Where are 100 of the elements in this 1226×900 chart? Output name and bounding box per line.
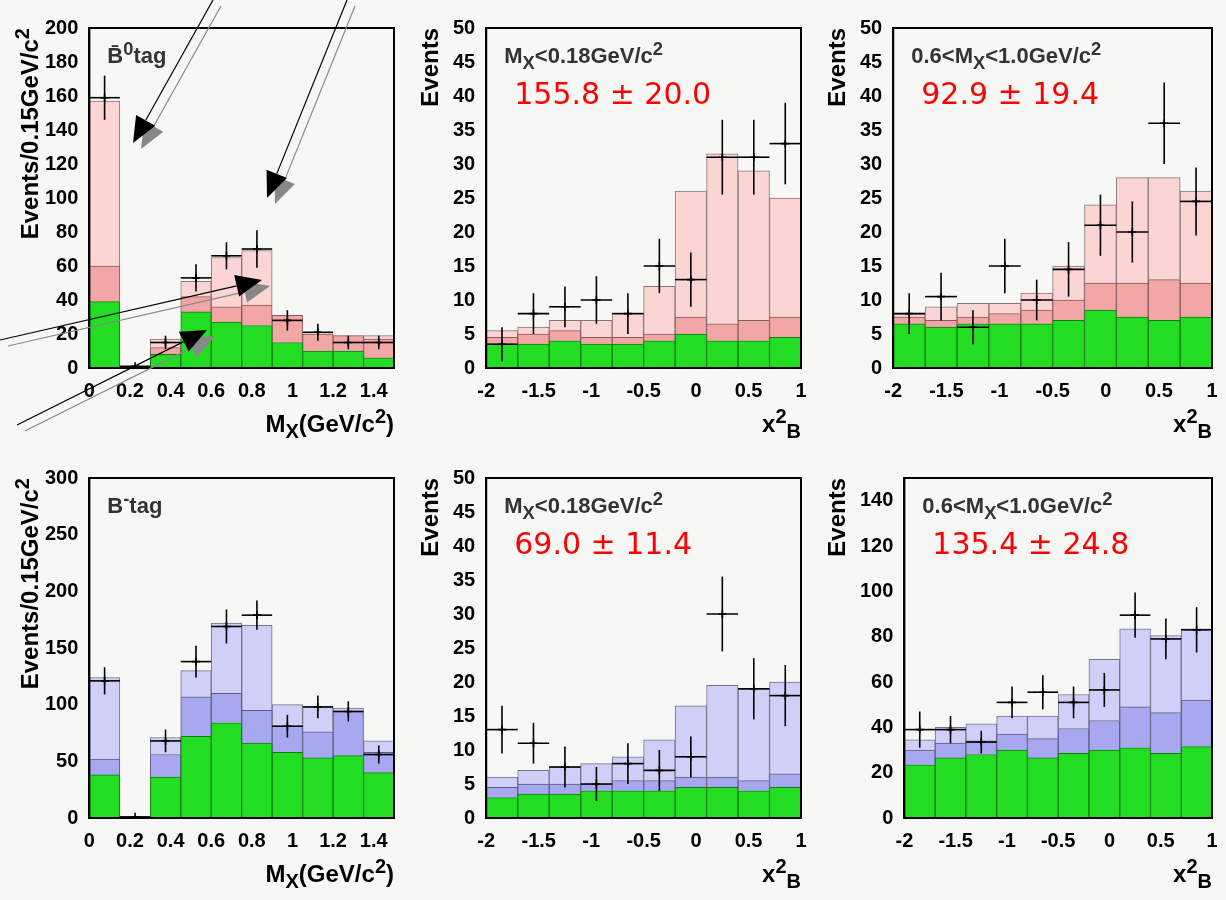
y-axis-title: Events [416,478,444,557]
x-tick-label: 0 [690,378,702,401]
y-tick-label: 45 [453,499,476,522]
x-tick-label: 1 [1206,828,1218,851]
y-tick-label: 140 [44,117,79,140]
x-tick-label: -1.5 [929,378,964,401]
y-tick-label: 120 [44,151,79,174]
x-tick-label: -1.5 [938,828,973,851]
annotation: B̄$^{0}$tag [107,38,167,70]
x-tick-label: 0 [1100,378,1112,401]
y-tick-label: 150 [44,635,79,658]
y-tick-label: 160 [44,83,79,106]
y-tick-label: 50 [453,15,476,38]
y-tick-label: 200 [44,578,79,601]
y-tick-label: 180 [44,49,79,72]
y-tick-label: 35 [453,567,476,590]
annotation: 69.0 ± 11.4 [514,526,693,561]
annotation: M$_{X}$<0.18GeV/c$^{2}$ [504,38,664,74]
x-tick-label: 1.4 [359,828,389,851]
x-tick-label: 0.8 [237,378,266,401]
y-tick-label: 35 [453,117,476,140]
y-tick-label: 0 [67,805,79,828]
y-tick-label: 15 [860,253,883,276]
y-tick-label: 25 [453,635,476,658]
y-tick-label: 100 [44,692,79,715]
x-tick-label: -2 [884,378,903,401]
y-tick-label: 80 [871,624,894,647]
y-tick-label: 20 [453,219,476,242]
y-tick-label: 0 [67,355,79,378]
x-tick-label: -0.5 [1035,378,1070,401]
x-tick-label: -1 [990,378,1009,401]
x-tick-label: 0 [83,828,95,851]
y-tick-label: 20 [860,219,883,242]
x-tick-label: -1 [582,828,601,851]
annotation: 135.4 ± 24.8 [932,526,1130,561]
y-tick-label: 40 [860,83,883,106]
y-tick-label: 20 [453,669,476,692]
y-tick-label: 40 [871,714,894,737]
y-tick-label: 100 [44,185,79,208]
annotation: 0.6<M$_{X}$<1.0GeV/c$^{2}$ [922,488,1113,524]
x-tick-label: 0.5 [1144,378,1173,401]
y-tick-label: 140 [859,488,894,511]
y-tick-label: 10 [453,737,476,760]
x-tick-label: -1 [998,828,1016,851]
y-tick-label: 30 [453,151,476,174]
annotation: 155.8 ± 20.0 [514,76,712,111]
x-tick-label: 1 [795,378,807,401]
y-tick-label: 50 [453,465,476,488]
y-tick-label: 200 [44,15,79,38]
y-axis-title: Events [823,28,851,107]
y-tick-label: 50 [56,748,79,771]
x-tick-label: 1.2 [319,828,347,851]
y-tick-label: 30 [860,151,883,174]
annotation: M$_{X}$<0.18GeV/c$^{2}$ [504,488,664,524]
y-tick-label: 40 [453,533,476,556]
y-tick-label: 25 [860,185,883,208]
x-tick-label: 0.4 [156,378,186,401]
y-axis-title: Events [416,28,444,107]
annotation: B$^{-}$tag [107,488,163,520]
y-tick-label: 20 [56,321,79,344]
x-axis-title: M$_{X}$(GeV/c$^{2}$) [265,854,394,894]
x-tick-label: 0.2 [116,378,144,401]
x-axis-title: M$_{X}$(GeV/c$^{2}$) [265,404,394,444]
y-tick-label: 250 [44,522,79,545]
y-tick-label: 35 [860,117,883,140]
y-tick-label: 50 [860,15,883,38]
y-tick-label: 25 [453,185,476,208]
x-tick-label: 0.5 [734,828,763,851]
annotation: 0.6<M$_{X}$<1.0GeV/c$^{2}$ [911,38,1102,74]
x-tick-label: 0.8 [237,828,266,851]
x-tick-label: -1 [582,378,601,401]
x-tick-label: -1.5 [521,828,556,851]
y-tick-label: 5 [464,771,476,794]
x-tick-label: 0.5 [1146,828,1175,851]
y-tick-label: 40 [453,83,476,106]
y-tick-label: 10 [453,287,476,310]
x-tick-label: 1 [1206,378,1218,401]
x-tick-label: 1.4 [359,378,389,401]
y-tick-label: 5 [464,321,476,344]
x-tick-label: 0.5 [734,378,763,401]
x-tick-label: -1.5 [521,378,556,401]
y-tick-label: 5 [871,321,883,344]
y-tick-label: 60 [871,669,894,692]
y-tick-label: 40 [56,287,79,310]
x-tick-label: -2 [477,828,496,851]
y-tick-label: 15 [453,253,476,276]
y-tick-label: 100 [859,578,894,601]
x-tick-label: 1 [286,378,299,401]
x-tick-label: -0.5 [626,828,661,851]
y-axis-title: Events [823,478,851,557]
y-tick-label: 0 [871,355,883,378]
y-tick-label: 15 [453,703,476,726]
y-tick-label: 80 [56,219,79,242]
y-tick-label: 300 [44,465,79,488]
x-tick-label: 0.6 [197,378,226,401]
x-tick-label: 0.6 [197,828,226,851]
y-tick-label: 0 [464,805,476,828]
x-tick-label: -0.5 [626,378,661,401]
x-tick-label: -0.5 [1040,828,1076,851]
x-tick-label: 1 [286,828,299,851]
